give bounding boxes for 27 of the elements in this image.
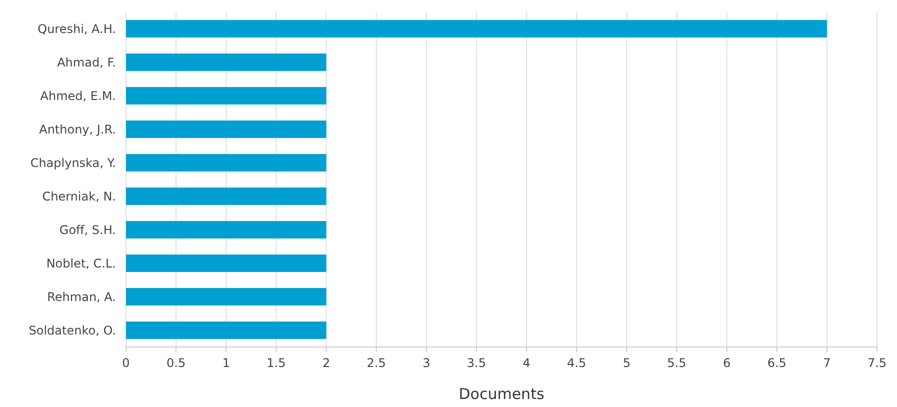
- y-tick-label: Ahmad, F.: [57, 55, 116, 70]
- x-tick-label: 2: [322, 356, 330, 370]
- y-tick-label: Chaplynska, Y.: [30, 156, 116, 170]
- y-tick-label: Ahmed, E.M.: [40, 88, 116, 103]
- x-axis-title: Documents: [458, 385, 544, 403]
- x-tick-label: 6.5: [767, 356, 786, 370]
- y-tick-label: Qureshi, A.H.: [38, 22, 116, 36]
- y-tick-label: Soldatenko, O.: [28, 323, 116, 338]
- y-tick-label: Goff, S.H.: [59, 222, 116, 237]
- x-tick-label: 5.5: [667, 356, 686, 370]
- x-tick-label: 7: [823, 356, 831, 370]
- y-tick-label: Rehman, A.: [47, 290, 116, 304]
- y-tick-label: Cherniak, N.: [42, 189, 116, 204]
- x-tick-label: 4: [522, 356, 530, 370]
- x-tick-label: 3: [422, 356, 430, 370]
- y-tick-label: Anthony, J.R.: [39, 122, 116, 136]
- x-tick-label: 7.5: [867, 356, 887, 370]
- x-tick-label: 6: [722, 356, 731, 370]
- x-tick-label: 1: [222, 356, 230, 370]
- y-tick-label: Noblet, C.L.: [46, 256, 116, 270]
- x-tick-label: 3.5: [466, 356, 486, 370]
- x-tick-label: 4.5: [567, 356, 586, 370]
- x-tick-label: 5: [622, 356, 630, 370]
- x-tick-label: 2.5: [366, 356, 386, 370]
- x-tick-label: 0.5: [166, 356, 186, 370]
- x-tick-label: 0: [122, 356, 130, 370]
- x-tick-label: 1.5: [266, 356, 286, 370]
